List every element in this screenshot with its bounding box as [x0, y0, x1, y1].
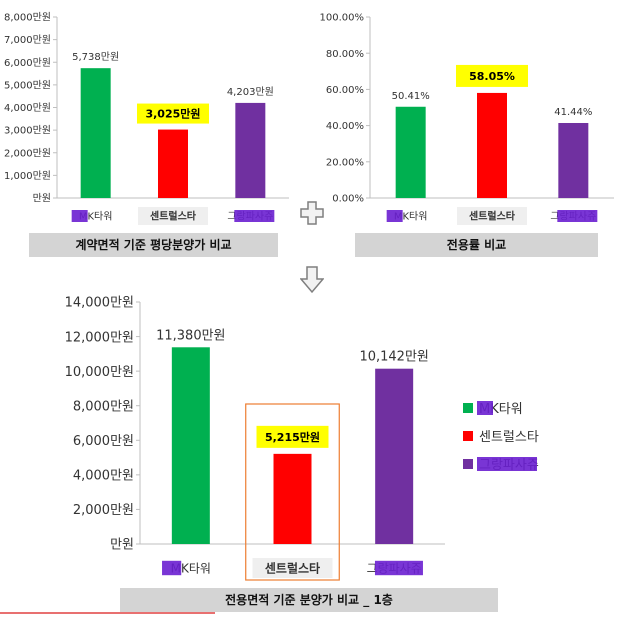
chart2-y-tick-label: 0.00% — [332, 194, 364, 205]
chart1-bar-3 — [235, 102, 266, 198]
chart1-bar-1 — [80, 68, 111, 198]
chart3-legend-label: 센트럴스타 — [479, 430, 539, 445]
plus-icon — [300, 201, 324, 225]
arrow-down-icon — [300, 266, 324, 294]
chart1-data-label: 5,738만원 — [72, 51, 119, 63]
chart3-y-tick-label: 14,000만원 — [65, 296, 134, 311]
chart1-y-tick-label: 4,000만원 — [4, 102, 51, 114]
chart2-caption: 전용률 비교 — [355, 233, 598, 257]
chart3-data-label: 5,215만원 — [265, 430, 320, 444]
chart3-legend-swatch — [463, 459, 473, 469]
chart2-data-label: 50.41% — [392, 91, 430, 102]
chart2-y-tick-label: 20.00% — [326, 157, 364, 168]
chart1-y-tick-label: 2,000만원 — [4, 147, 51, 159]
chart3-data-label: 11,380만원 — [156, 328, 225, 343]
chart1-highlight-label-bg — [137, 103, 209, 124]
chart3-legend-redaction-mark — [477, 457, 537, 471]
chart3-redaction-mark — [162, 560, 182, 576]
chart2-y-tick-label: 80.00% — [326, 49, 364, 60]
chart1-data-label: 3,025만원 — [145, 107, 200, 121]
chart1-y-tick-label: 5,000만원 — [4, 79, 51, 91]
chart3-bar-1 — [171, 347, 210, 544]
chart3-bar-2 — [273, 453, 312, 544]
chart2-y-tick-label: 100.00% — [320, 13, 365, 24]
chart1-data-label: 4,203만원 — [227, 86, 274, 98]
chart3-y-tick-label: 10,000만원 — [65, 365, 134, 380]
chart2-data-label: 41.44% — [554, 107, 592, 118]
chart1-category-highlight — [138, 207, 208, 225]
chart3-caption: 전용면적 기준 분양가 비교 _ 1층 — [120, 588, 498, 612]
chart1-redaction-mark — [234, 210, 275, 222]
chart3-y-tick-label: 4,000만원 — [73, 469, 134, 484]
chart3-y-tick-label: 12,000만원 — [65, 330, 134, 345]
chart3-data-label: 10,142만원 — [359, 350, 428, 365]
chart1-y-tick-label: 7,000만원 — [4, 34, 51, 46]
chart2-highlight-label-bg — [456, 64, 528, 87]
chart2-y-tick-label: 60.00% — [326, 85, 364, 96]
chart1-y-tick-label: 8,000만원 — [4, 12, 51, 24]
chart2-category-label: 센트럴스타 — [469, 210, 516, 223]
chart3-highlight-frame — [245, 403, 340, 581]
chart2-data-label: 58.05% — [469, 70, 515, 83]
chart1-redaction-mark — [71, 210, 88, 222]
chart2-category-highlight — [457, 207, 527, 225]
chart2-bar-3 — [558, 122, 589, 198]
chart3-y-tick-label: 8,000만원 — [73, 399, 134, 414]
chart2-redaction-mark — [386, 210, 403, 222]
chart2-bar-2 — [477, 92, 507, 198]
chart1-bar-2 — [158, 129, 188, 198]
chart2-redaction-mark — [557, 210, 598, 222]
chart1-category-label: 센트럴스타 — [150, 210, 197, 223]
chart1-y-tick-label: 6,000만원 — [4, 57, 51, 69]
chart3-legend-swatch — [463, 403, 473, 413]
chart1-y-tick-label: 1,000만원 — [4, 170, 51, 182]
chart2-bar-1 — [395, 106, 426, 198]
chart3-y-tick-label: 만원 — [110, 538, 134, 553]
chart3-highlight-label-bg — [256, 425, 329, 448]
chart2-y-tick-label: 40.00% — [326, 121, 364, 132]
chart1-y-tick-label: 3,000만원 — [4, 125, 51, 137]
chart3-y-tick-label: 6,000만원 — [73, 434, 134, 449]
chart3-bar-3 — [375, 368, 414, 544]
chart1-y-tick-label: 만원 — [33, 193, 51, 205]
chart3-category-highlight — [252, 558, 333, 578]
chart3-y-tick-label: 2,000만원 — [73, 503, 134, 518]
chart3-legend-swatch — [463, 431, 473, 441]
chart1-caption: 계약면적 기준 평당분양가 비교 — [29, 233, 278, 257]
chart3-redaction-mark — [374, 560, 423, 576]
chart3-legend-redaction-mark — [477, 401, 493, 415]
chart3-category-label: 센트럴스타 — [265, 560, 320, 575]
